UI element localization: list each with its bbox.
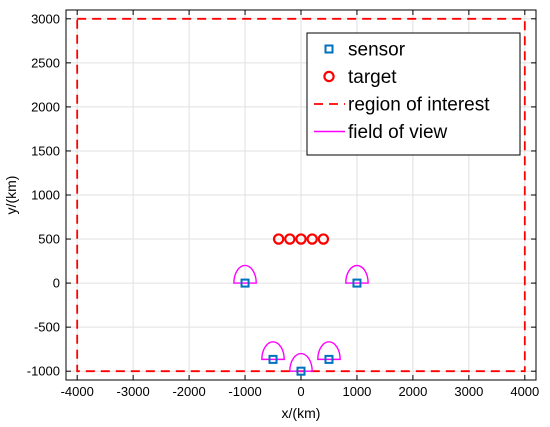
y-tick-label: 2500: [31, 55, 60, 70]
legend-target-icon: [323, 70, 335, 83]
x-tick-label: -1000: [228, 384, 261, 399]
field-of-view-arc: [317, 341, 341, 361]
field-of-view-arc: [233, 264, 257, 284]
y-tick-label: 2000: [31, 99, 60, 114]
sensor-point: [324, 354, 334, 364]
legend-label: field of view: [348, 122, 448, 143]
field-of-view-arc: [261, 341, 285, 361]
y-tick-label: 1000: [31, 188, 60, 203]
sensor-point: [240, 278, 250, 288]
legend-sensor-icon: [324, 44, 334, 54]
sensor-point: [296, 366, 306, 376]
legend-label: target: [348, 67, 397, 88]
x-tick-label: 0: [297, 384, 304, 399]
plot-area: [76, 17, 526, 376]
target-point: [306, 233, 318, 245]
y-axis-label: y/(km): [3, 176, 19, 215]
legend-label: region of interest: [348, 95, 490, 116]
legend: sensor target region of interest field of v…: [306, 32, 521, 156]
x-axis-label: x/(km): [282, 405, 321, 421]
x-tick-label: 3000: [454, 384, 483, 399]
y-tick-label: 0: [53, 276, 60, 291]
y-tick-label: 3000: [31, 11, 60, 26]
target-point: [272, 233, 285, 245]
y-tick-label: 1500: [31, 143, 60, 158]
legend-box: [306, 32, 521, 156]
target-point: [284, 233, 296, 245]
sensor-point: [268, 354, 278, 364]
field-of-view-arc: [345, 264, 369, 284]
x-tick-label: 2000: [398, 384, 427, 399]
target-point: [317, 233, 330, 245]
legend-label: sensor: [348, 40, 406, 61]
x-tick-label: -4000: [61, 384, 94, 399]
x-tick-label: 4000: [510, 384, 539, 399]
x-tick-label: -3000: [117, 384, 150, 399]
y-tick-label: -500: [34, 320, 60, 335]
axes: -4000 -3000 -2000 -1000 0 1000 2000 3000 4000 -10…: [27, 9, 539, 399]
sensor-point: [352, 278, 362, 288]
x-tick-label: 1000: [342, 384, 371, 399]
y-tick-label: -1000: [27, 364, 60, 379]
x-tick-label: -2000: [172, 384, 205, 399]
target-point: [295, 233, 307, 245]
y-tick-label: 500: [38, 232, 60, 247]
field-of-view-arc: [289, 353, 313, 372]
